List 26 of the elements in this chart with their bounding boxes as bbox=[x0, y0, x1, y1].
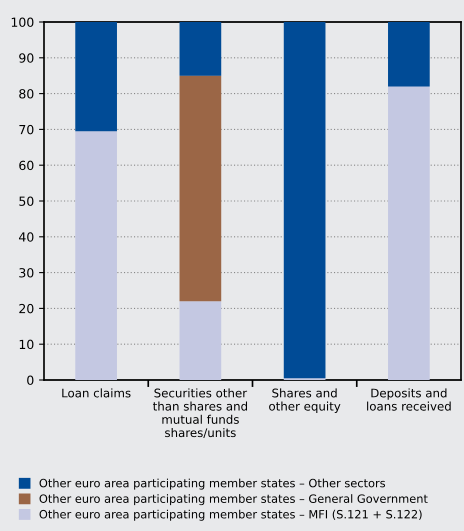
x-tick-label: Securities other than shares and mutual funds shares/units bbox=[152, 388, 248, 438]
bar bbox=[180, 22, 222, 76]
y-tick-label: 30 bbox=[19, 268, 34, 278]
bar bbox=[388, 22, 430, 86]
bar bbox=[180, 76, 222, 302]
y-tick-label: 90 bbox=[19, 53, 34, 63]
bar bbox=[180, 301, 222, 380]
y-tick-label: 80 bbox=[19, 89, 34, 99]
bar bbox=[75, 22, 117, 132]
y-tick-label: 100 bbox=[12, 17, 34, 27]
legend-label: Other euro area participating member states – Other sectors bbox=[40, 478, 386, 490]
legend-label: Other euro area participating member states – MFI (S.121 + S.122) bbox=[40, 510, 422, 521]
bar bbox=[284, 22, 326, 378]
y-tick-label: 70 bbox=[19, 124, 34, 134]
y-tick-label: 40 bbox=[18, 232, 34, 242]
x-tick-label: Shares and other equity bbox=[269, 388, 340, 413]
x-tick-label: Loan claims bbox=[62, 388, 131, 398]
y-tick-label: 10 bbox=[20, 340, 34, 350]
legend-label: Other euro area participating member states – General Government bbox=[40, 494, 428, 506]
y-tick-label: 50 bbox=[19, 196, 34, 206]
y-tick-label: 20 bbox=[19, 304, 34, 314]
y-tick-label: 0 bbox=[27, 375, 34, 385]
bar bbox=[388, 86, 430, 380]
x-tick-label: Deposits and loans received bbox=[367, 388, 451, 411]
bar bbox=[75, 131, 117, 380]
y-tick-label: 60 bbox=[19, 160, 34, 170]
